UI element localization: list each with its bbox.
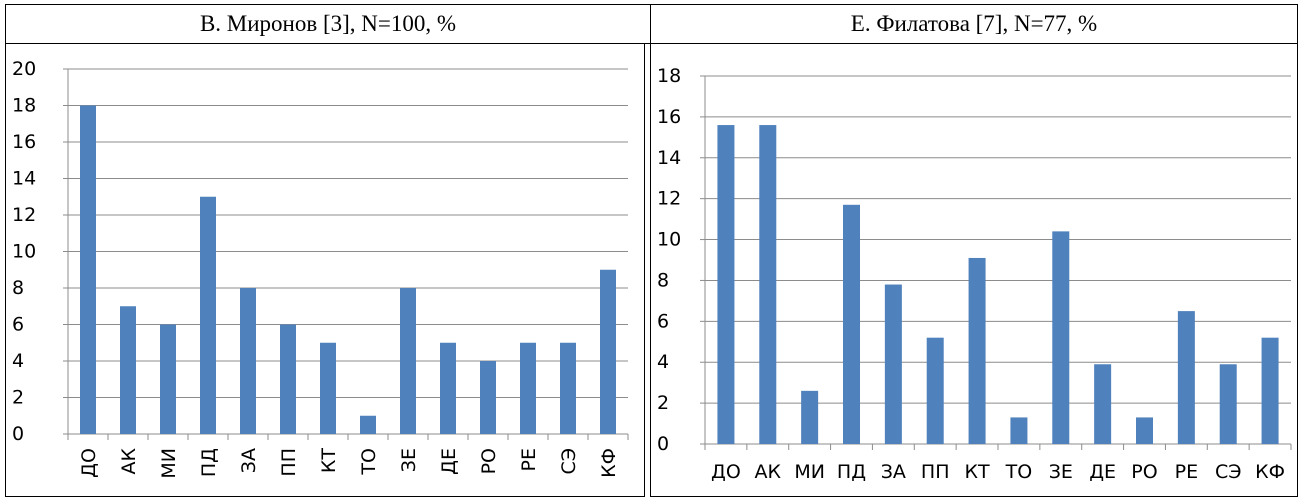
y-tick-label: 8 — [12, 277, 24, 299]
y-tick-label: 10 — [12, 241, 36, 263]
x-tick-label: РЕ — [1175, 461, 1198, 483]
bar — [480, 361, 496, 434]
y-tick-label: 18 — [657, 65, 681, 87]
bar — [560, 342, 576, 434]
bar — [200, 196, 216, 434]
y-tick-label: 8 — [657, 269, 669, 291]
bar — [1177, 311, 1195, 444]
bar — [1052, 231, 1070, 444]
bar — [801, 390, 819, 444]
x-tick-label: ЗА — [881, 461, 906, 483]
x-tick-label: ТО — [1005, 461, 1033, 483]
y-tick-label: 16 — [657, 106, 681, 128]
y-tick-label: 2 — [657, 392, 669, 414]
y-tick-label: 14 — [657, 147, 681, 169]
x-tick-label: АК — [118, 448, 140, 475]
bar — [280, 324, 296, 434]
bar — [1219, 364, 1237, 444]
bar-chart-left: 0 2 4 6 8 10 12 14 16 18 20 ДО АК МИ ПД ЗА ПП КТ ТО ЗЕ ДЕ РО Р… — [12, 58, 629, 479]
bar — [160, 324, 176, 434]
y-tick-label: 6 — [12, 314, 24, 336]
x-tick-label: ДО — [78, 448, 100, 478]
y-tick-label: 0 — [12, 423, 24, 445]
bar — [440, 342, 456, 434]
bar — [360, 415, 376, 434]
x-tick-label: ПД — [198, 448, 220, 477]
bar — [120, 306, 136, 434]
y-tick-label: 2 — [12, 387, 24, 409]
x-tick-label: СЭ — [1215, 461, 1242, 483]
y-tick-label: 4 — [657, 351, 669, 373]
bar-chart-right: 0 2 4 6 8 10 12 14 16 18 ДО АК МИ ПД ЗА ПП КТ ТО ЗЕ ДЕ РО РЕ С… — [657, 65, 1292, 483]
bar — [759, 125, 777, 445]
x-tick-label: КТ — [965, 461, 990, 483]
y-tick-label: 6 — [657, 310, 669, 332]
chart-panel-right: 0 2 4 6 8 10 12 14 16 18 ДО АК МИ ПД ЗА ПП КТ ТО ЗЕ ДЕ РО РЕ С… — [650, 43, 1298, 497]
x-tick-label: ТО — [358, 448, 380, 476]
x-tick-label: РЕ — [518, 448, 540, 471]
x-tick-label: КФ — [598, 448, 620, 478]
x-tick-label: ПП — [921, 461, 950, 483]
y-tick-label: 4 — [12, 350, 24, 372]
x-tick-label: ДЕ — [438, 448, 460, 475]
x-tick-label: ЗЕ — [398, 448, 420, 472]
bar — [1094, 364, 1112, 444]
bar — [926, 337, 944, 444]
bar — [240, 288, 256, 434]
y-tick-label: 10 — [657, 229, 681, 251]
bar — [884, 284, 902, 444]
x-tick-label: РО — [478, 448, 500, 474]
x-tick-label: АК — [755, 461, 782, 483]
x-tick-label: СЭ — [558, 448, 580, 475]
y-tick-label: 20 — [12, 58, 36, 80]
bar — [80, 105, 96, 434]
bar — [1136, 417, 1153, 444]
chart-header-right: Е. Филатова [7], N=77, % — [650, 4, 1298, 44]
bar — [968, 257, 986, 444]
y-tick-label: 12 — [12, 204, 36, 226]
x-tick-label: МИ — [158, 448, 180, 479]
x-tick-label: КТ — [318, 448, 340, 473]
x-tick-label: ДО — [711, 461, 741, 483]
bar — [1010, 417, 1028, 444]
y-tick-label: 18 — [12, 95, 36, 117]
bar — [600, 269, 616, 434]
y-tick-label: 12 — [657, 188, 681, 210]
x-tick-label: РО — [1131, 461, 1157, 483]
y-tick-label: 14 — [12, 168, 36, 190]
y-tick-label: 16 — [12, 131, 36, 153]
bar — [717, 125, 735, 445]
chart-panel-left: 0 2 4 6 8 10 12 14 16 18 20 ДО АК МИ ПД ЗА ПП КТ ТО ЗЕ ДЕ РО Р… — [5, 43, 645, 497]
bar — [1261, 337, 1279, 444]
bar — [400, 288, 416, 434]
bar — [520, 342, 536, 434]
x-tick-label: ПД — [837, 461, 866, 483]
bar — [320, 342, 336, 434]
bar — [843, 204, 860, 444]
x-tick-label: МИ — [794, 461, 825, 483]
x-tick-label: ДЕ — [1089, 461, 1116, 483]
x-tick-label: ЗЕ — [1049, 461, 1073, 483]
x-tick-label: КФ — [1255, 461, 1285, 483]
chart-header-left: В. Миронов [3], N=100, % — [5, 4, 651, 44]
x-tick-label: ПП — [278, 448, 300, 477]
x-tick-label: ЗА — [238, 448, 260, 473]
y-tick-label: 0 — [657, 433, 669, 455]
